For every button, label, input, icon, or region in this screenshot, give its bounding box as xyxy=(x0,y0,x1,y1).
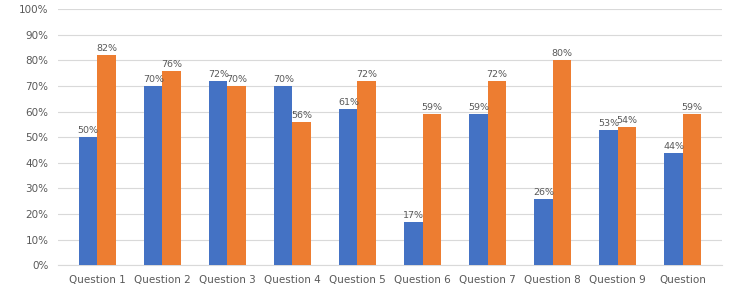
Text: 59%: 59% xyxy=(682,103,702,112)
Bar xyxy=(534,199,553,265)
Text: 80%: 80% xyxy=(551,49,572,58)
Bar xyxy=(209,81,227,265)
Bar xyxy=(664,152,682,265)
Bar xyxy=(98,55,116,265)
Text: 26%: 26% xyxy=(533,188,554,197)
Text: 72%: 72% xyxy=(486,70,507,79)
Text: 72%: 72% xyxy=(208,70,229,79)
Bar xyxy=(488,81,506,265)
Bar xyxy=(682,114,701,265)
Text: 72%: 72% xyxy=(356,70,377,79)
Text: 61%: 61% xyxy=(338,98,359,107)
Text: 76%: 76% xyxy=(161,59,182,69)
Bar xyxy=(339,109,357,265)
Text: 59%: 59% xyxy=(468,103,489,112)
Text: 54%: 54% xyxy=(616,116,637,125)
Bar xyxy=(144,86,163,265)
Bar xyxy=(553,60,571,265)
Bar xyxy=(274,86,292,265)
Text: 70%: 70% xyxy=(226,75,247,84)
Bar xyxy=(163,71,181,265)
Text: 53%: 53% xyxy=(598,119,619,127)
Bar xyxy=(292,122,311,265)
Text: 59%: 59% xyxy=(421,103,443,112)
Bar xyxy=(357,81,375,265)
Text: 17%: 17% xyxy=(403,211,424,220)
Text: 82%: 82% xyxy=(96,44,117,53)
Text: 44%: 44% xyxy=(663,142,684,151)
Bar xyxy=(599,130,617,265)
Text: 70%: 70% xyxy=(273,75,294,84)
Text: 56%: 56% xyxy=(291,111,312,120)
Bar xyxy=(79,137,98,265)
Text: 50%: 50% xyxy=(78,126,98,135)
Bar xyxy=(469,114,488,265)
Bar xyxy=(227,86,246,265)
Bar xyxy=(405,222,423,265)
Text: 70%: 70% xyxy=(143,75,164,84)
Bar xyxy=(617,127,636,265)
Bar xyxy=(423,114,441,265)
